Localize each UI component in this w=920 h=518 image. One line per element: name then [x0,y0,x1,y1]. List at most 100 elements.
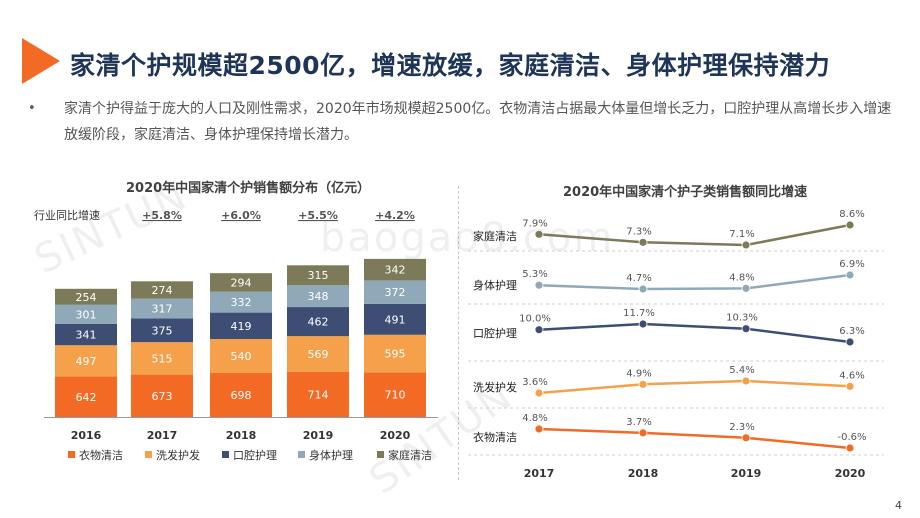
line-data-label-2-2: 10.3% [726,313,758,324]
legend-label-3: 身体护理 [309,448,353,462]
bar-segment-2019-3 [287,285,349,308]
line-series-label-2: 口腔护理 [473,326,517,340]
bar-segment-2020-2 [364,303,426,335]
title-accent-triangle [22,38,60,84]
bar-value-label-2017-4: 274 [152,284,173,297]
bar-segment-2016-2 [55,323,117,346]
bar-value-label-2020-1: 595 [385,348,406,361]
line-point-3-3 [845,381,855,391]
line-data-label-0-0: 7.9% [522,218,547,229]
line-data-label-4-3: -0.6% [837,432,866,443]
line-point-3-2 [741,376,751,386]
growth-row-label: 行业同比增速 [34,208,100,222]
line-point-1-3 [845,270,855,280]
bar-segment-2020-3 [364,280,426,304]
line-x-tick-2018: 2018 [628,467,659,480]
line-data-label-1-0: 5.3% [522,269,547,280]
page-title: 家清个护规模超2500亿，增速放缓，家庭清洁、身体护理保持潜力 [70,51,831,80]
bar-segment-2018-4 [210,273,272,292]
chart-divider [458,186,459,480]
line-point-0-1 [638,237,648,247]
bar-segment-2020-1 [364,334,426,373]
line-data-label-2-3: 6.3% [839,326,864,337]
line-x-tick-2019: 2019 [731,467,762,480]
bar-value-label-2020-3: 372 [385,286,406,299]
line-data-label-3-1: 4.9% [626,368,651,379]
legend-swatch-1 [145,451,152,458]
legend-swatch-4 [377,451,384,458]
line-series-3 [538,379,851,395]
x-tick-label-2020: 2020 [380,429,411,442]
x-tick-label-2019: 2019 [303,429,334,442]
bar-value-label-2019-2: 462 [308,316,329,329]
bar-segment-2016-3 [55,304,117,324]
bar-value-label-2016-1: 497 [76,355,97,368]
line-series-label-1: 身体护理 [473,278,517,292]
line-data-label-2-1: 11.7% [623,308,655,319]
x-tick-label-2018: 2018 [226,429,257,442]
bar-value-label-2016-4: 254 [76,291,97,304]
line-series-label-4: 衣物清洁 [473,430,517,444]
growth-label-2017: +5.8% [142,209,182,222]
line-data-label-4-1: 3.7% [626,417,651,428]
bar-value-label-2016-0: 642 [76,391,97,404]
legend-label-4: 家庭清洁 [388,448,432,462]
bar-value-label-2018-1: 540 [231,350,252,363]
line-series-1 [538,273,851,291]
line-point-0-2 [741,240,751,250]
bar-segment-2016-0 [55,376,117,417]
bar-segment-2018-3 [210,291,272,313]
legend-label-1: 洗发护发 [156,448,200,462]
bar-segment-2019-2 [287,307,349,337]
line-x-tick-2017: 2017 [524,467,555,480]
line-point-2-0 [534,325,544,335]
bar-value-label-2018-0: 698 [231,389,252,402]
line-data-label-3-2: 5.4% [729,365,754,376]
line-series-label-0: 家庭清洁 [473,229,517,243]
x-tick-label-2017: 2017 [147,429,178,442]
summary-bullet: • [28,101,36,116]
bar-value-label-2017-1: 515 [152,352,173,365]
legend-label-2: 口腔护理 [233,448,277,462]
line-point-0-3 [845,220,855,230]
bar-segment-2017-0 [131,374,193,417]
bar-segment-2018-0 [210,373,272,417]
bar-value-label-2016-2: 341 [76,329,97,342]
line-data-label-4-0: 4.8% [522,413,547,424]
growth-label-2018: +6.0% [221,209,261,222]
bar-value-label-2017-0: 673 [152,390,173,403]
bar-value-label-2018-2: 419 [231,320,252,333]
line-point-2-3 [845,337,855,347]
legend-label-0: 衣物清洁 [79,448,123,462]
line-data-label-0-1: 7.3% [626,226,651,237]
line-series-4 [538,427,851,450]
bar-value-label-2020-4: 342 [385,264,406,277]
bar-segment-2016-1 [55,345,117,377]
line-series-2 [538,322,851,344]
bar-value-label-2016-3: 301 [76,308,97,321]
line-data-label-4-2: 2.3% [729,422,754,433]
bar-value-label-2017-2: 375 [152,324,173,337]
bar-segment-2017-2 [131,318,193,343]
line-data-label-1-1: 4.7% [626,273,651,284]
x-tick-label-2016: 2016 [71,429,102,442]
bar-value-label-2018-3: 332 [231,296,252,309]
bar-value-label-2018-4: 294 [231,276,252,289]
legend-swatch-3 [298,451,305,458]
bar-value-label-2019-1: 569 [308,348,329,361]
line-point-1-2 [741,283,751,293]
line-point-2-1 [638,319,648,329]
line-data-label-1-3: 6.9% [839,259,864,270]
bar-value-label-2020-2: 491 [385,313,406,326]
line-series-label-3: 洗发护发 [473,380,517,394]
bar-segment-2020-4 [364,258,426,281]
bar-segment-2017-1 [131,342,193,375]
line-chart-title: 2020年中国家清个护子类销售额同比增速 [563,185,808,200]
bar-segment-2020-0 [364,372,426,417]
bar-segment-2018-2 [210,312,272,340]
bar-value-label-2019-4: 315 [308,269,329,282]
line-data-label-2-0: 10.0% [519,314,551,325]
line-point-1-1 [638,284,648,294]
legend-swatch-0 [68,451,75,458]
